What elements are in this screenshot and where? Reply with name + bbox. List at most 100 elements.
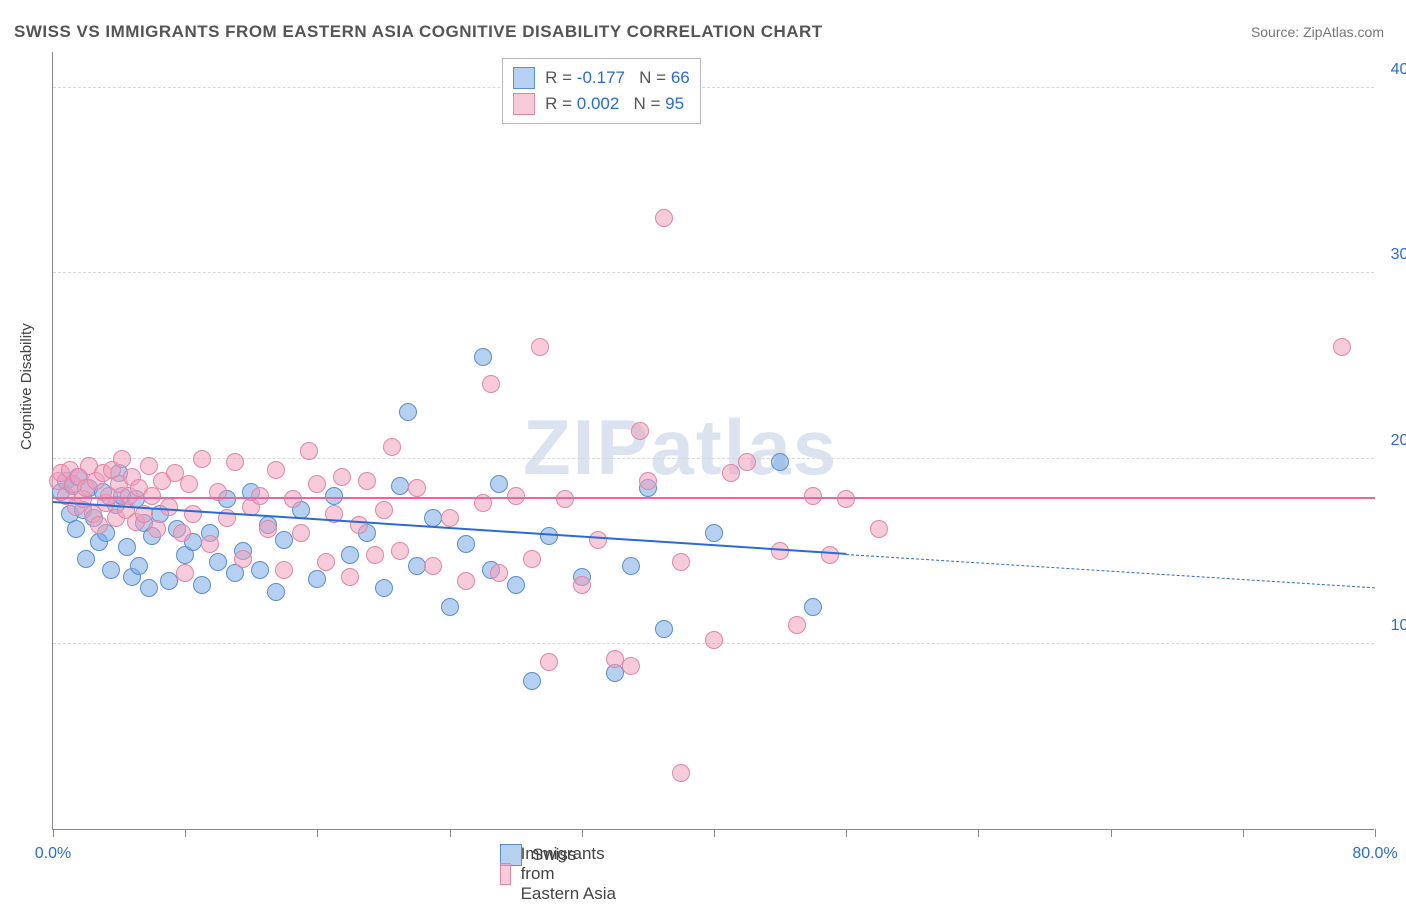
- data-point: [424, 509, 442, 527]
- x-tick: [450, 829, 451, 837]
- data-point: [333, 468, 351, 486]
- legend-item: Immigrants from Eastern Asia: [500, 844, 616, 904]
- gridline: [53, 458, 1374, 459]
- data-point: [837, 490, 855, 508]
- data-point: [350, 516, 368, 534]
- x-tick: [582, 829, 583, 837]
- data-point: [474, 348, 492, 366]
- data-point: [639, 472, 657, 490]
- data-point: [672, 553, 690, 571]
- gridline: [53, 87, 1374, 88]
- data-point: [184, 505, 202, 523]
- data-point: [383, 438, 401, 456]
- data-point: [140, 579, 158, 597]
- data-point: [275, 531, 293, 549]
- data-point: [507, 576, 525, 594]
- series-swatch: [513, 93, 535, 115]
- data-point: [259, 520, 277, 538]
- data-point: [738, 453, 756, 471]
- plot-area: ZIPatlas 10.0%20.0%30.0%40.0%0.0%80.0%R …: [52, 52, 1374, 830]
- data-point: [622, 657, 640, 675]
- data-point: [655, 620, 673, 638]
- data-point: [705, 631, 723, 649]
- y-tick-label: 30.0%: [1391, 246, 1406, 264]
- stats-row: R = 0.002 N = 95: [513, 91, 690, 117]
- data-point: [821, 546, 839, 564]
- data-point: [441, 509, 459, 527]
- data-point: [325, 487, 343, 505]
- data-point: [399, 403, 417, 421]
- legend-swatch: [500, 863, 511, 885]
- data-point: [251, 561, 269, 579]
- data-point: [606, 650, 624, 668]
- data-point: [540, 653, 558, 671]
- gridline: [53, 272, 1374, 273]
- data-point: [672, 764, 690, 782]
- data-point: [226, 453, 244, 471]
- data-point: [655, 209, 673, 227]
- data-point: [251, 487, 269, 505]
- data-point: [589, 531, 607, 549]
- data-point: [490, 475, 508, 493]
- data-point: [234, 550, 252, 568]
- data-point: [424, 557, 442, 575]
- data-point: [573, 576, 591, 594]
- data-point: [292, 524, 310, 542]
- series-swatch: [513, 67, 535, 89]
- data-point: [457, 535, 475, 553]
- data-point: [722, 464, 740, 482]
- data-point: [267, 461, 285, 479]
- data-point: [556, 490, 574, 508]
- stats-text: R = -0.177 N = 66: [545, 68, 690, 88]
- data-point: [358, 472, 376, 490]
- data-point: [375, 501, 393, 519]
- x-tick-label: 0.0%: [35, 845, 71, 863]
- data-point: [308, 475, 326, 493]
- data-point: [523, 550, 541, 568]
- data-point: [317, 553, 335, 571]
- data-point: [622, 557, 640, 575]
- data-point: [180, 475, 198, 493]
- data-point: [130, 557, 148, 575]
- data-point: [391, 542, 409, 560]
- y-tick-label: 20.0%: [1391, 432, 1406, 450]
- data-point: [804, 598, 822, 616]
- data-point: [102, 561, 120, 579]
- x-tick: [846, 829, 847, 837]
- data-point: [201, 535, 219, 553]
- x-tick: [53, 829, 54, 837]
- data-point: [523, 672, 541, 690]
- data-point: [507, 487, 525, 505]
- data-point: [870, 520, 888, 538]
- x-tick: [978, 829, 979, 837]
- legend-label: Immigrants from Eastern Asia: [521, 844, 617, 904]
- data-point: [209, 553, 227, 571]
- stats-row: R = -0.177 N = 66: [513, 65, 690, 91]
- y-axis-label: Cognitive Disability: [18, 323, 35, 450]
- data-point: [193, 576, 211, 594]
- stats-text: R = 0.002 N = 95: [545, 94, 684, 114]
- x-tick: [185, 829, 186, 837]
- data-point: [366, 546, 384, 564]
- data-point: [341, 546, 359, 564]
- data-point: [408, 479, 426, 497]
- data-point: [391, 477, 409, 495]
- source-label: Source: ZipAtlas.com: [1251, 24, 1384, 40]
- chart-title: SWISS VS IMMIGRANTS FROM EASTERN ASIA CO…: [14, 22, 823, 42]
- x-tick-label: 80.0%: [1352, 845, 1397, 863]
- data-point: [771, 453, 789, 471]
- data-point: [148, 520, 166, 538]
- data-point: [375, 579, 393, 597]
- data-point: [275, 561, 293, 579]
- data-point: [482, 375, 500, 393]
- data-point: [457, 572, 475, 590]
- data-point: [631, 422, 649, 440]
- data-point: [176, 564, 194, 582]
- trend-line: [846, 554, 1375, 588]
- x-tick: [1375, 829, 1376, 837]
- data-point: [284, 490, 302, 508]
- data-point: [77, 550, 95, 568]
- data-point: [193, 450, 211, 468]
- data-point: [408, 557, 426, 575]
- correlation-chart: SWISS VS IMMIGRANTS FROM EASTERN ASIA CO…: [0, 0, 1406, 892]
